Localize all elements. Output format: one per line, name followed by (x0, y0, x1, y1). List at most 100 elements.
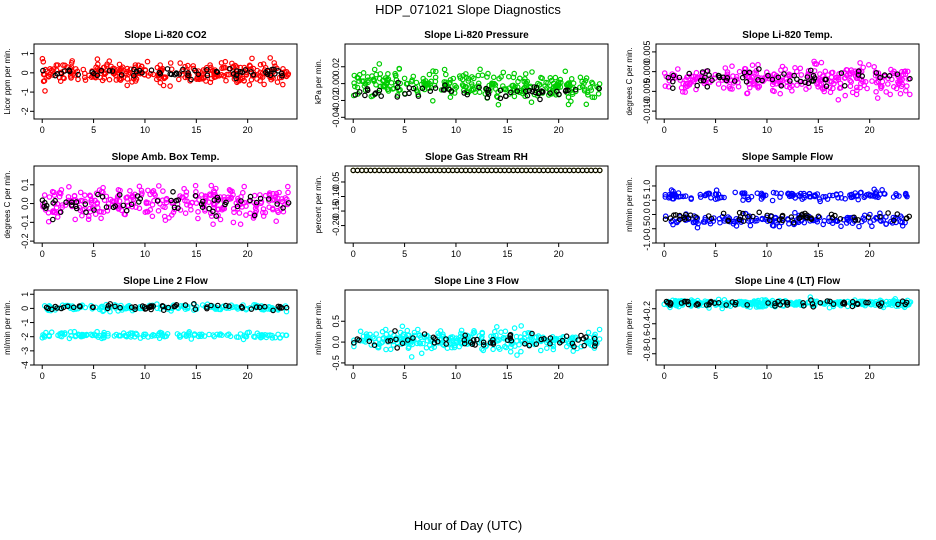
panel-7-point-cyan (145, 334, 151, 340)
panel-4-point-magenta (285, 189, 291, 196)
panel-1-point-black (176, 71, 183, 77)
panel-1-ytick-label: -2 (20, 107, 30, 115)
panel-2-point-green (496, 75, 502, 82)
panel-3-point-black (686, 70, 693, 77)
panel-3-point-magenta (849, 89, 856, 96)
panel-7-ytick-label: -2 (20, 333, 30, 341)
panel-8-point-cyan (416, 339, 423, 346)
panel-7-point-cyan (262, 331, 268, 338)
panel-6-point-blue (710, 215, 717, 221)
panel-7-point-cyan (39, 334, 46, 341)
panel-4-point-black (170, 189, 176, 195)
panel-4-point-magenta (71, 193, 78, 199)
panel-3-point-black (702, 74, 708, 81)
panel-5-point-black (596, 167, 603, 174)
panel-3-point-magenta (871, 64, 878, 70)
panel-7-point-cyan (57, 333, 64, 339)
panel-8-point-cyan (371, 335, 377, 342)
panel-8-point-cyan (383, 331, 390, 338)
panel-2-point-green (456, 73, 463, 79)
panel-1-title: Slope Li-820 CO2 (124, 30, 207, 41)
panel-4-title: Slope Amb. Box Temp. (112, 152, 220, 163)
panel-3-point-magenta (854, 87, 860, 94)
panel-8-points (350, 323, 603, 360)
panel-4-point-magenta (184, 202, 190, 208)
panel-7-point-cyan (264, 332, 271, 339)
panel-8-point-black (354, 336, 361, 342)
panel-3-point-magenta (902, 71, 909, 78)
panel-7-point-black (204, 304, 210, 310)
panel-6-point-black (851, 214, 857, 221)
panel-2-point-black (556, 91, 562, 98)
panel-1-point-red (95, 61, 101, 67)
panel-3-point-black (775, 74, 782, 81)
panel-8-point-cyan (550, 346, 557, 353)
panel-2-point-green (360, 70, 367, 76)
panel-3-point-black (894, 71, 901, 78)
panel-2-point-green (522, 71, 529, 77)
panel-7-point-black (132, 306, 138, 313)
panel-3-points (661, 58, 913, 103)
panel-3-point-magenta (690, 78, 697, 85)
panel-7-point-black (117, 304, 123, 311)
panel-4-point-magenta (236, 210, 243, 216)
panel-3-point-magenta (677, 77, 684, 83)
panel-2-point-green (579, 83, 586, 90)
panel-9-point-black (817, 299, 824, 306)
panel-8-point-cyan (495, 336, 502, 343)
panel-7-point-black (270, 307, 276, 314)
panel-6-point-black (676, 212, 683, 219)
panel-7-point-cyan (224, 332, 231, 338)
panel-9-point-black (667, 299, 674, 306)
panel-9-point-black (849, 298, 856, 305)
panel-2-point-green (589, 94, 596, 101)
panel-7-point-cyan (185, 332, 192, 338)
panel-9-point-black (800, 302, 807, 309)
panel-7-xtick-label: 0 (40, 371, 45, 381)
panel-8-point-cyan (498, 329, 504, 336)
panel-5-ytick-label: -0.10 (331, 186, 341, 207)
panel-3-point-magenta (818, 59, 825, 66)
panel-3-point-magenta (693, 69, 700, 76)
panel-6-point-blue (881, 191, 888, 197)
panel-6-point-blue (829, 192, 836, 199)
panel-4-point-black (215, 197, 222, 203)
panel-4-point-magenta (162, 204, 168, 211)
panel-2-point-green (583, 101, 590, 108)
panel-4-point-black (234, 203, 241, 210)
panel-2-point-green (376, 75, 383, 82)
panel-1-point-red (73, 66, 79, 72)
panel-1-point-red (119, 64, 126, 71)
panel-7-point-cyan (176, 334, 183, 340)
panel-7-point-black (192, 306, 199, 313)
panel-7-point-black (48, 306, 55, 313)
panel-2-point-green (589, 80, 596, 87)
panel-2-point-green (569, 89, 576, 96)
panel-2-point-green (529, 69, 535, 75)
panel-2-point-green (447, 94, 454, 101)
panel-8-ytick-label: 0.5 (331, 315, 341, 328)
panel-2-point-green (460, 72, 467, 79)
panel-7-point-cyan (206, 331, 212, 338)
panel-1-point-red (195, 68, 202, 74)
panel-4-point-magenta (230, 219, 237, 226)
panel-2-point-black (440, 87, 447, 93)
panel-1-ytick-label: 1 (20, 51, 30, 56)
panel-8-point-black (474, 336, 480, 343)
panel-2-point-black (372, 90, 379, 96)
panel-4-point-magenta (49, 188, 56, 195)
panel-2-points (350, 61, 603, 108)
panel-4-point-black (49, 216, 56, 223)
panel-8-point-cyan (585, 329, 592, 336)
panel-8-point-cyan (570, 348, 577, 354)
panel-3-point-magenta (860, 64, 867, 71)
panel-3-point-magenta (897, 90, 904, 97)
panel-3-point-magenta (674, 66, 681, 72)
panel-6-point-blue (688, 196, 695, 202)
panel-3-title: Slope Li-820 Temp. (742, 30, 833, 41)
panel-4-point-magenta (127, 188, 133, 194)
panel-6-point-blue (740, 197, 746, 203)
panel-3-point-black (907, 75, 913, 82)
panel-4-point-magenta (66, 184, 72, 190)
panel-1-point-red (267, 55, 274, 61)
